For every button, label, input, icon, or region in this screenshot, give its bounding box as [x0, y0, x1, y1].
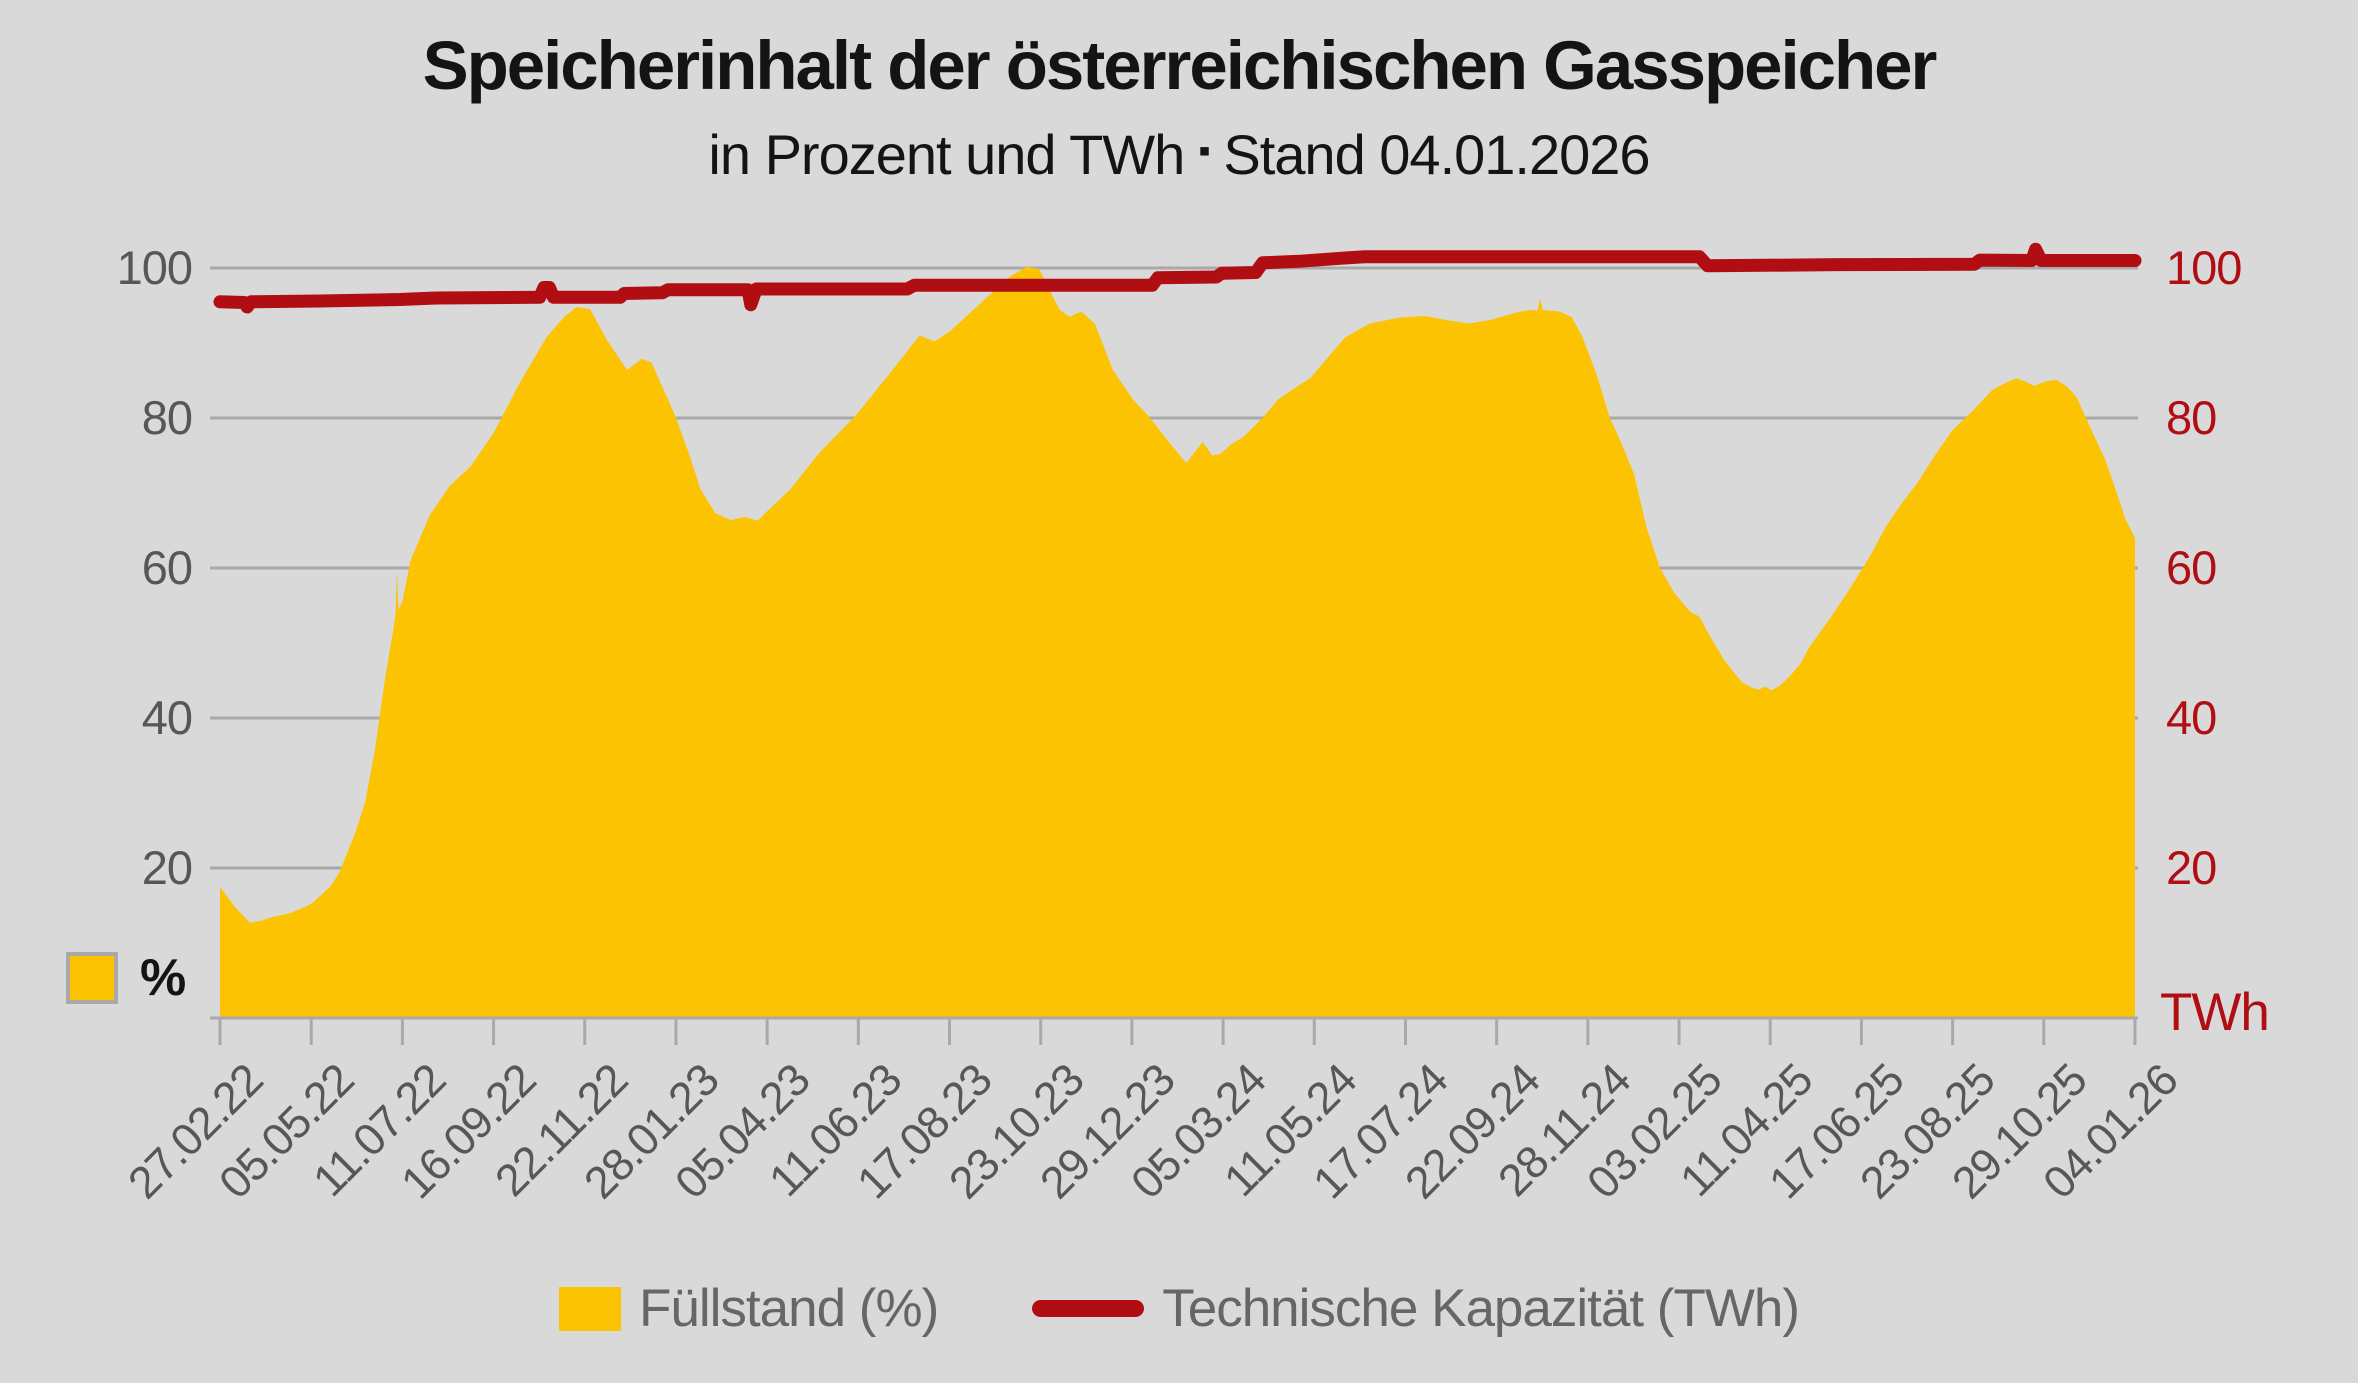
chart-title: Speicherinhalt der österreichischen Gass…: [422, 27, 1938, 104]
fill-level-swatch-icon: [559, 1286, 622, 1331]
subtitle-units: in Prozent und TWh: [708, 123, 1185, 186]
left-axis-unit-label: %: [140, 949, 187, 1007]
chart-subtitle: in Prozent und TWh ▪ Stand 04.01.2026: [0, 122, 2358, 187]
capacity-line: [213, 242, 2142, 314]
fill-level-area: [220, 266, 2135, 1018]
percent-swatch-icon: [66, 952, 118, 1004]
y-right-tick-80: 80: [2166, 391, 2217, 444]
capacity-line-swatch-icon: [1032, 1300, 1145, 1317]
y-right-tick-60: 60: [2166, 541, 2217, 594]
subtitle-separator-icon: ▪: [1198, 132, 1210, 170]
y-left-tick-100: 100: [116, 241, 193, 294]
right-axis-unit-label: TWh: [2160, 983, 2270, 1042]
left-axis-unit: %: [66, 948, 186, 1008]
fill-level-legend-label: Füllstand (%): [639, 1279, 939, 1338]
subtitle-date: Stand 04.01.2026: [1223, 123, 1650, 186]
y-left-tick-20: 20: [141, 841, 193, 894]
capacity-legend-label: Technische Kapazität (TWh): [1162, 1279, 1800, 1338]
y-left-tick-80: 80: [141, 391, 193, 444]
y-right-tick-100: 100: [2166, 241, 2242, 294]
legend: Füllstand (%) Technische Kapazität (TWh): [0, 1278, 2358, 1339]
y-right-tick-20: 20: [2166, 841, 2217, 894]
y-left-tick-40: 40: [141, 691, 193, 744]
y-left-tick-60: 60: [141, 541, 193, 594]
y-right-tick-40: 40: [2166, 691, 2217, 744]
